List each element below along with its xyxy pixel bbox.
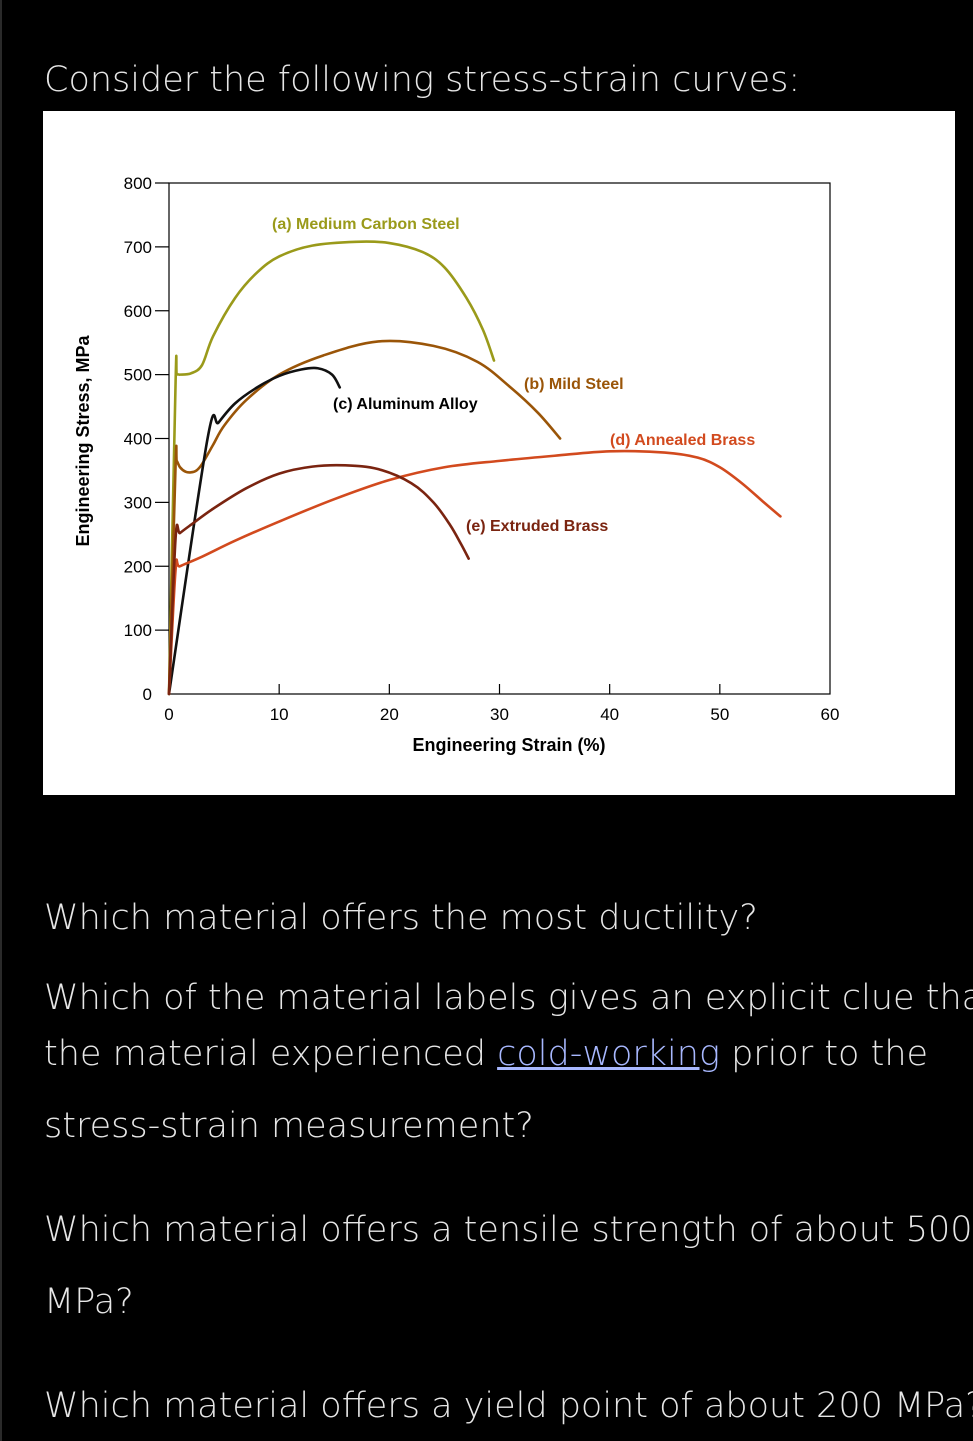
curve-series-3 xyxy=(167,449,782,696)
curve-labels: (a) Medium Carbon Steel (b) Mild Steel (… xyxy=(272,216,755,535)
curve-series-1 xyxy=(167,339,562,696)
y-tick-label: 400 xyxy=(124,430,152,449)
y-tick-label: 700 xyxy=(124,238,152,257)
question-cold-working-line3: stress-strain measurement? xyxy=(44,1106,534,1146)
x-tick-label: 50 xyxy=(710,705,729,724)
curve-label-c: (c) Aluminum Alloy xyxy=(333,396,478,413)
question-cold-working-line1: Which of the material labels gives an ex… xyxy=(44,978,973,1018)
stress-strain-figure: 0 10 20 30 40 50 60 0 100 200 300 400 500 600 700 800 … xyxy=(43,111,955,795)
y-tick-label: 100 xyxy=(124,621,152,640)
x-tick-label: 40 xyxy=(600,705,619,724)
x-tick-label: 10 xyxy=(270,705,289,724)
curve-label-e: (e) Extruded Brass xyxy=(466,518,608,535)
left-border xyxy=(0,0,2,1441)
question-cold-working-suffix: prior to the xyxy=(719,1034,929,1074)
curves xyxy=(167,240,782,696)
curve-label-b: (b) Mild Steel xyxy=(524,376,624,393)
y-axis-label: Engineering Stress, MPa xyxy=(73,334,93,546)
x-tick-label: 20 xyxy=(380,705,399,724)
question-cold-working-line2: the material experienced cold-working pr… xyxy=(44,1034,928,1074)
y-tick-label: 200 xyxy=(124,557,152,576)
cold-working-link[interactable]: cold-working xyxy=(497,1034,720,1074)
curve-series-0 xyxy=(167,240,496,696)
intro-text: Consider the following stress-strain cur… xyxy=(44,60,801,100)
y-tick-label: 500 xyxy=(124,366,152,385)
curve-series-2 xyxy=(167,366,342,696)
x-axis-label: Engineering Strain (%) xyxy=(412,735,605,755)
x-tick-label: 60 xyxy=(821,705,840,724)
x-axis-ticks: 0 10 20 30 40 50 60 xyxy=(164,684,839,724)
curve-label-a: (a) Medium Carbon Steel xyxy=(272,216,460,233)
question-yield: Which material offers a yield point of a… xyxy=(44,1386,973,1426)
question-tensile-line2: MPa? xyxy=(44,1282,134,1322)
y-axis-ticks: 0 100 200 300 400 500 600 700 800 xyxy=(124,174,169,704)
curve-label-d: (d) Annealed Brass xyxy=(610,432,755,449)
curve-series-4 xyxy=(167,463,470,696)
stress-strain-chart: 0 10 20 30 40 50 60 0100200300400500600700800 … xyxy=(73,174,839,755)
x-tick-label: 0 xyxy=(164,705,173,724)
y-tick-label: 300 xyxy=(124,493,152,512)
question-cold-working-prefix: the material experienced xyxy=(44,1034,498,1074)
question-tensile-line1: Which material offers a tensile strength… xyxy=(44,1210,973,1250)
question-ductility: Which material offers the most ductility… xyxy=(44,898,758,938)
y-tick-label: 600 xyxy=(124,302,152,321)
y-tick-label: 0 xyxy=(143,685,152,704)
y-tick-label: 800 xyxy=(124,174,152,193)
x-tick-label: 30 xyxy=(490,705,509,724)
